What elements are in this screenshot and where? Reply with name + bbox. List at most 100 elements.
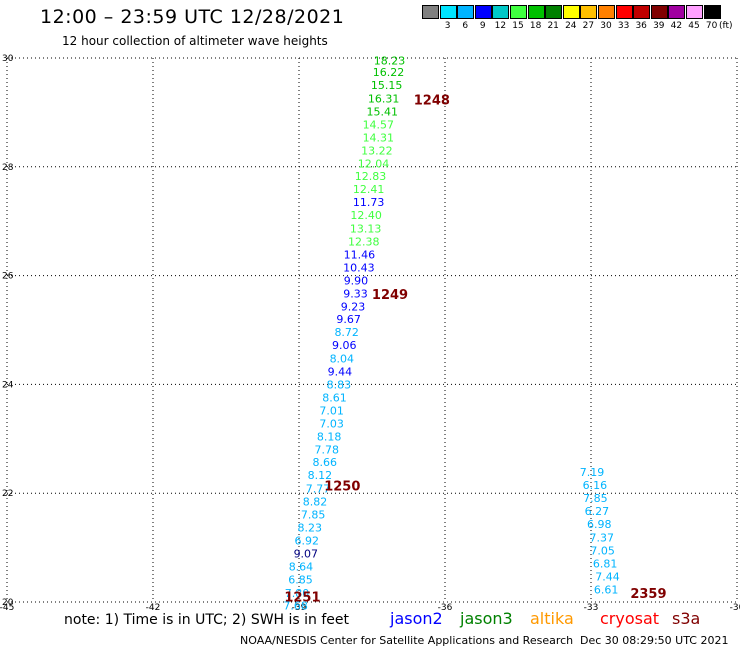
wave-height-point: 7.78 [314, 444, 339, 457]
wave-height-point: 13.22 [361, 144, 393, 157]
satellite-label-cryosat: cryosat [600, 609, 660, 628]
wave-height-point: 7.85 [583, 492, 608, 505]
colorbar-swatch [474, 5, 492, 19]
colorbar-swatch [510, 5, 527, 19]
colorbar-swatch [650, 5, 668, 19]
colorbar-label: 15 [512, 21, 524, 31]
wave-height-point: 11.46 [344, 248, 376, 261]
x-tick-label: -45 [0, 603, 14, 613]
colorbar-swatch [422, 5, 439, 19]
wave-height-point: 8.61 [322, 391, 347, 404]
wave-height-point: 7.80 [285, 587, 310, 600]
wave-height-point: 16.22 [373, 66, 405, 79]
footer-credit: NOAA/NESDIS Center for Satellite Applica… [240, 634, 574, 647]
colorbar-swatch [439, 5, 457, 19]
colorbar-unit: (ft) [719, 21, 733, 31]
wave-height-point: 7.85 [301, 508, 326, 521]
wave-height-point: 6.81 [593, 557, 618, 570]
y-tick-label: 30 [2, 54, 14, 64]
colorbar-swatch [615, 5, 633, 19]
y-tick-label: 28 [2, 163, 14, 173]
wave-height-point: 8.72 [334, 326, 359, 339]
wave-height-point: 12.41 [353, 183, 385, 196]
wave-height-point: 6.16 [583, 479, 608, 492]
colorbar-label: 30 [600, 21, 612, 31]
colorbar-swatch [562, 5, 580, 19]
time-label: 2359 [630, 587, 666, 602]
wave-height-point: 7.01 [319, 405, 344, 418]
satellite-label-jason3: jason3 [460, 609, 513, 628]
wave-height-point: 8.18 [317, 431, 342, 444]
time-label: 1250 [324, 480, 360, 495]
wave-height-point: 11.73 [353, 196, 385, 209]
colorbar-label: 3 [444, 21, 451, 31]
wave-height-point: 8.12 [308, 469, 333, 482]
x-tick-label: -33 [584, 603, 599, 613]
wave-height-point: 9.67 [336, 313, 361, 326]
colorbar-swatch [492, 5, 510, 19]
wave-height-point: 8.82 [303, 495, 328, 508]
wave-height-point: 9.33 [343, 288, 368, 301]
x-tick-label: -36 [438, 603, 453, 613]
colorbar-swatch [545, 5, 563, 19]
colorbar-label: 45 [688, 21, 700, 31]
colorbar-label: 12 [494, 21, 507, 31]
footer-note: note: 1) Time is in UTC; 2) SWH is in fe… [64, 612, 350, 628]
colorbar-swatch [457, 5, 475, 19]
y-tick-label: 24 [2, 380, 14, 390]
colorbar-swatch [527, 5, 545, 19]
x-tick-label: -39 [292, 603, 307, 613]
x-tick-label: -42 [146, 603, 161, 613]
colorbar-label: 42 [670, 21, 683, 31]
colorbar-swatch [668, 5, 686, 19]
wave-height-point: 7.37 [589, 531, 614, 544]
colorbar-label: 21 [547, 21, 559, 31]
satellite-label-s3a: s3a [672, 609, 701, 628]
colorbar-label: 27 [582, 21, 595, 31]
wave-height-point: 6.92 [295, 535, 320, 548]
wave-height-point: 6.85 [288, 574, 313, 587]
wave-height-point: 9.07 [294, 548, 319, 561]
wave-height-point: 15.15 [371, 79, 403, 92]
satellite-label-jason2: jason2 [390, 609, 443, 628]
wave-height-point: 14.57 [363, 118, 395, 131]
wave-height-point: 7.77 [306, 482, 331, 495]
wave-height-point: 16.31 [368, 92, 400, 105]
wave-height-point: 9.06 [332, 339, 357, 352]
colorbar-label: 9 [479, 21, 486, 31]
wave-height-point: 8.04 [330, 352, 355, 365]
wave-height-point: 14.31 [363, 131, 395, 144]
wave-height-point: 8.64 [289, 561, 314, 574]
wave-height-point: 10.43 [343, 261, 375, 274]
colorbar-label: 18 [529, 21, 542, 31]
wave-height-point: 7.68 [283, 599, 308, 612]
colorbar-label: 33 [617, 21, 630, 31]
wave-height-point: 7.05 [590, 544, 615, 557]
wave-height-point: 13.13 [350, 222, 382, 235]
wave-height-point: 8.66 [313, 456, 338, 469]
x-tick-label: -30 [730, 603, 740, 613]
wave-height-point: 12.40 [350, 209, 382, 222]
colorbar-label: 24 [565, 21, 577, 31]
wave-height-point: 12.38 [348, 235, 380, 248]
footer-generated: Dec 30 08:29:50 UTC 2021 [580, 634, 729, 647]
wave-height-point: 9.23 [341, 301, 366, 314]
wave-height-point: 9.90 [344, 274, 369, 287]
wave-height-point: 18.23 [374, 55, 406, 68]
wave-height-point: 7.19 [580, 466, 605, 479]
y-tick-label: 20 [2, 598, 14, 608]
wave-height-point: 12.83 [355, 170, 387, 183]
wave-height-point: 8.83 [327, 378, 352, 391]
y-tick-label: 22 [2, 489, 13, 499]
colorbar-label: 39 [653, 21, 665, 31]
wave-height-point: 9.44 [328, 365, 353, 378]
time-label: 1248 [414, 93, 450, 108]
wave-height-point: 7.44 [595, 570, 620, 583]
colorbar-swatch [598, 5, 615, 19]
wave-height-point: 8.23 [297, 521, 322, 534]
wave-height-point: 6.98 [587, 518, 612, 531]
wave-height-point: 12.04 [358, 158, 390, 171]
wave-height-point: 7.03 [319, 418, 344, 431]
